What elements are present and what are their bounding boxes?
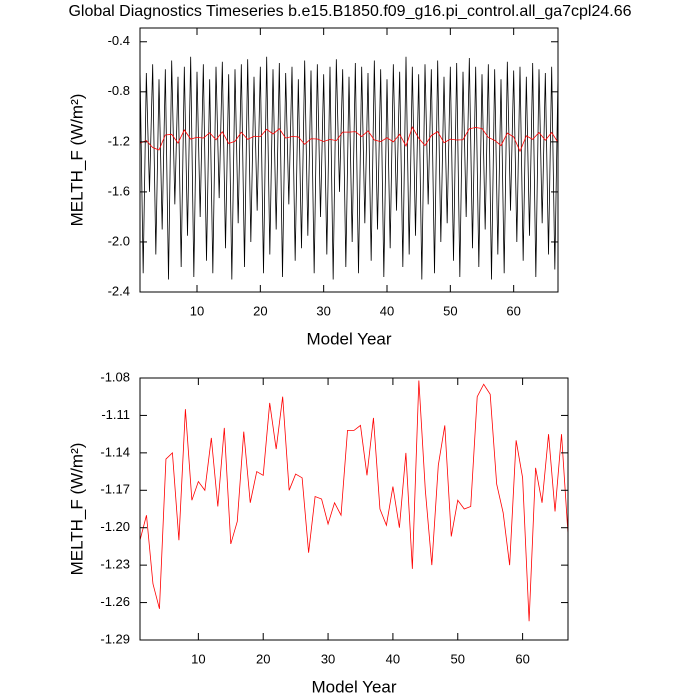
y-tick-label: -2.0: [108, 233, 130, 248]
plot-frame: [139, 377, 569, 641]
x-tick-label: 10: [190, 303, 204, 318]
y-tick-label: -1.11: [101, 407, 130, 422]
y-tick-label: -1.17: [100, 482, 130, 497]
x-tick-label: 20: [256, 651, 270, 666]
y-tick-label: -1.14: [100, 444, 130, 459]
y-tick-label: -1.08: [100, 369, 130, 384]
x-tick-label: 30: [316, 303, 330, 318]
x-axis-label: Model Year: [306, 329, 391, 348]
plot-frame: [139, 27, 559, 293]
data-line: [139, 380, 569, 622]
x-tick-label: 30: [321, 651, 335, 666]
y-tick-label: -1.26: [100, 594, 130, 609]
y-axis-label: MELTH_F (W/m²): [67, 443, 86, 576]
data-line: [139, 56, 559, 280]
x-tick-label: 50: [451, 651, 465, 666]
y-tick-label: -1.6: [108, 183, 130, 198]
x-axis-label: Model Year: [311, 677, 396, 696]
y-tick-label: -1.29: [100, 631, 130, 646]
x-tick-label: 50: [443, 303, 457, 318]
chart-title: Global Diagnostics Timeseries b.e15.B185…: [68, 3, 631, 20]
x-tick-label: 40: [380, 303, 394, 318]
y-tick-label: -2.4: [108, 283, 130, 298]
x-tick-label: 60: [515, 651, 529, 666]
y-axis-label: MELTH_F (W/m²): [67, 94, 86, 227]
y-tick-label: -1.20: [100, 519, 130, 534]
y-tick-label: -1.2: [108, 133, 130, 148]
data-line: [139, 126, 559, 153]
x-tick-label: 10: [191, 651, 205, 666]
x-tick-label: 40: [386, 651, 400, 666]
x-tick-label: 20: [253, 303, 267, 318]
y-tick-label: -0.4: [108, 33, 130, 48]
y-tick-label: -0.8: [108, 83, 130, 98]
x-tick-label: 60: [506, 303, 520, 318]
y-tick-label: -1.23: [100, 557, 130, 572]
